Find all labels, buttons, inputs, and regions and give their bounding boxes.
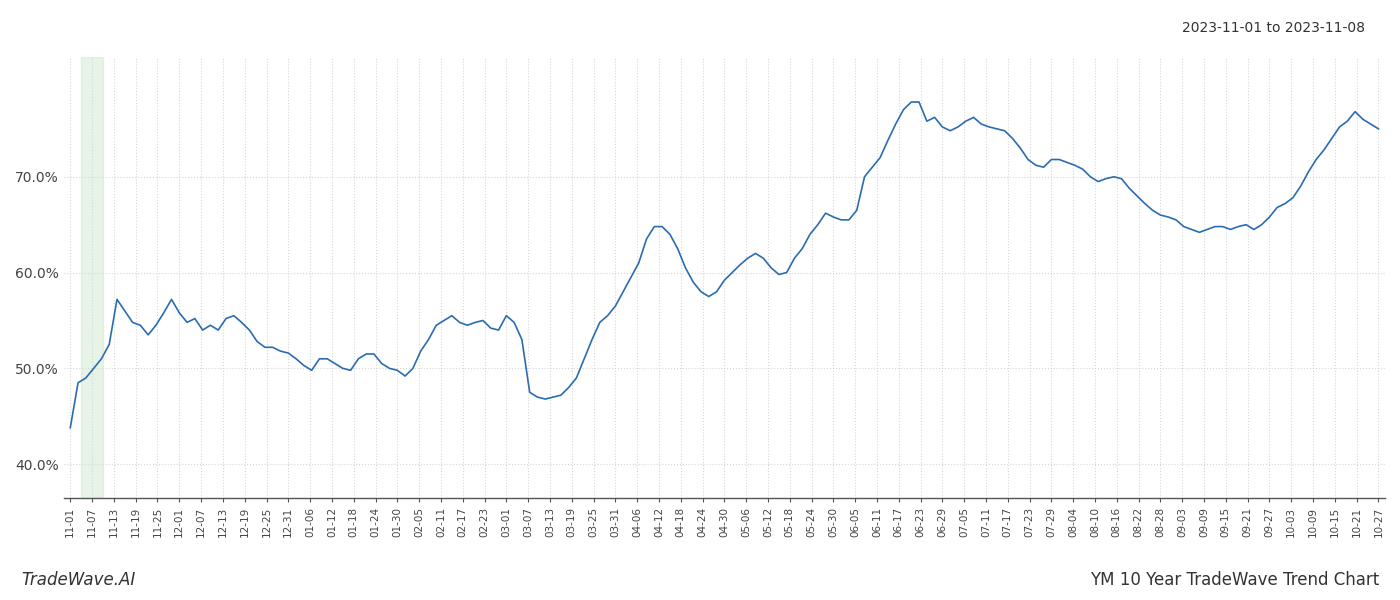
Text: YM 10 Year TradeWave Trend Chart: YM 10 Year TradeWave Trend Chart (1089, 571, 1379, 589)
Text: TradeWave.AI: TradeWave.AI (21, 571, 136, 589)
Text: 2023-11-01 to 2023-11-08: 2023-11-01 to 2023-11-08 (1182, 21, 1365, 35)
Bar (81, 57, 104, 498)
